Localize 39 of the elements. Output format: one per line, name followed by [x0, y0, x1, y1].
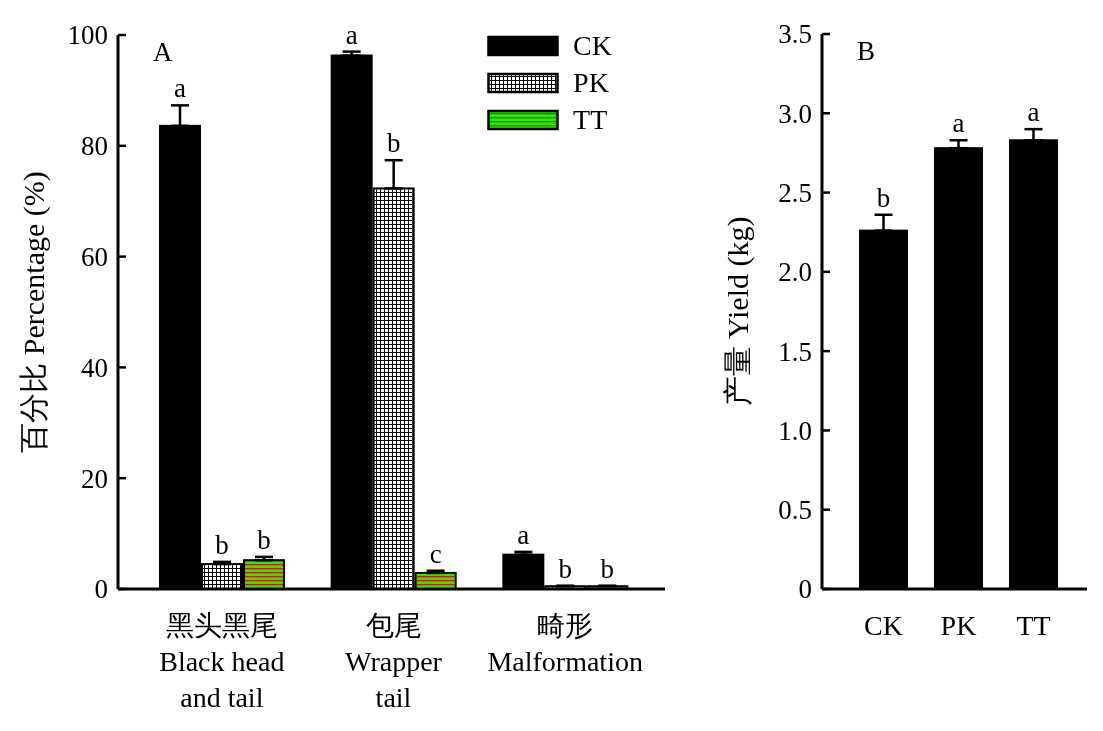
data-label: a	[174, 73, 187, 104]
y-tick-label: 100	[67, 20, 108, 51]
y-tick-label: 0.5	[778, 495, 812, 526]
y-tick-label: 40	[81, 352, 108, 383]
data-label: b	[215, 529, 229, 560]
y-tick-label: 2.5	[778, 178, 812, 209]
legend-label: PK	[573, 66, 609, 98]
data-label: a	[517, 519, 530, 550]
legend-label: CK	[573, 29, 612, 61]
data-label: a	[1027, 97, 1040, 128]
x-tick-label: CK	[864, 610, 903, 641]
y-tick-label: 3.5	[778, 19, 812, 50]
data-label: b	[600, 553, 615, 584]
data-label: c	[429, 538, 442, 569]
x-tick-label: 包尾 Wrapper tail	[345, 610, 443, 713]
y-tick-label: 3.0	[778, 98, 812, 129]
y-tick-label: 0	[94, 574, 108, 605]
data-label: a	[952, 108, 965, 139]
x-tick-label: PK	[940, 610, 977, 641]
y-tick-label: 1.0	[778, 415, 812, 446]
y-tick-label: 20	[81, 463, 108, 494]
annotation: A	[153, 37, 173, 67]
data-label: a	[345, 19, 358, 50]
x-tick-label: 黑头黑尾 Black head and tail	[159, 610, 285, 713]
y-tick-label: 0	[798, 574, 812, 605]
y-tick-label: 1.5	[778, 336, 812, 367]
data-label: b	[558, 553, 573, 584]
legend-label: TT	[573, 103, 608, 135]
y-tick-label: 60	[81, 242, 108, 273]
y-tick-label: 2.0	[778, 257, 812, 288]
annotation: B	[857, 36, 876, 66]
y-axis-title: 百分比 Percentage (%)	[16, 171, 51, 453]
x-tick-label: 畸形 Malformation	[487, 610, 643, 677]
data-label: b	[386, 128, 401, 159]
data-label: b	[876, 182, 891, 213]
data-label: b	[257, 524, 271, 555]
x-tick-label: TT	[1016, 610, 1051, 641]
y-tick-label: 80	[81, 131, 108, 162]
y-axis-title: 产量 Yield (kg)	[720, 216, 755, 407]
